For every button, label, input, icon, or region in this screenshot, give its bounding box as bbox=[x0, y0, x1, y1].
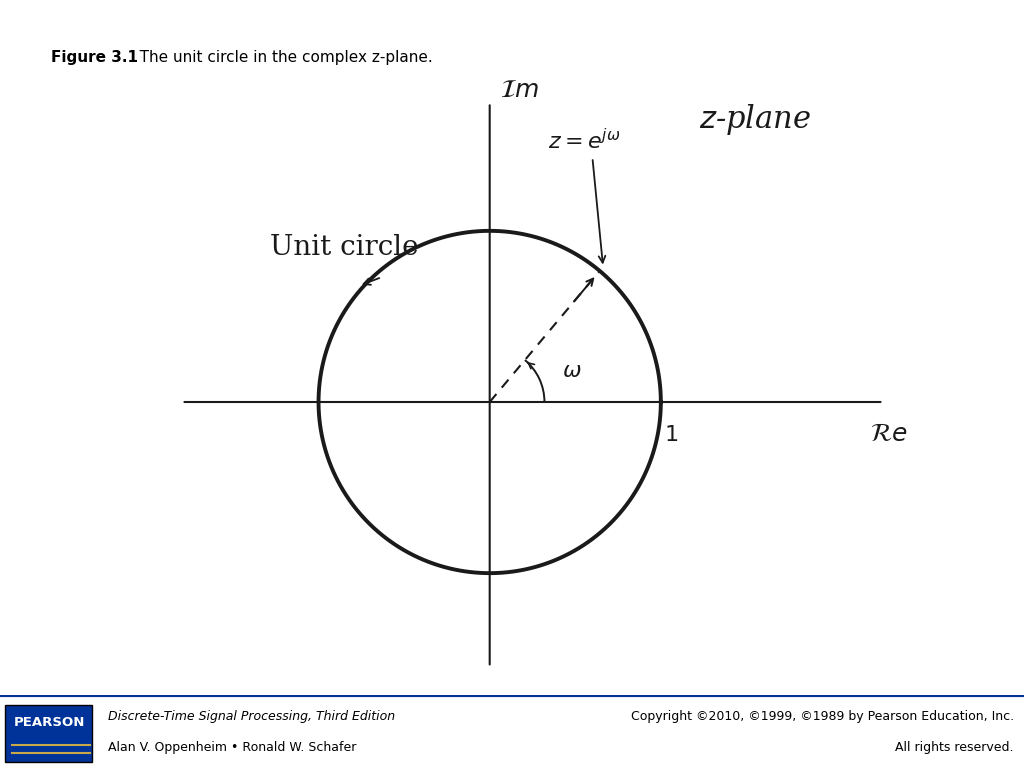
Text: $\omega$: $\omega$ bbox=[561, 360, 582, 382]
Text: Alan V. Oppenheim • Ronald W. Schafer: Alan V. Oppenheim • Ronald W. Schafer bbox=[108, 741, 356, 754]
Text: PEARSON: PEARSON bbox=[13, 717, 85, 730]
Text: Unit circle: Unit circle bbox=[270, 234, 419, 261]
Text: $1$: $1$ bbox=[665, 424, 678, 446]
Text: The unit circle in the complex z-plane.: The unit circle in the complex z-plane. bbox=[125, 50, 433, 65]
Text: Discrete-Time Signal Processing, Third Edition: Discrete-Time Signal Processing, Third E… bbox=[108, 710, 394, 723]
Text: Copyright ©2010, ©1999, ©1989 by Pearson Education, Inc.: Copyright ©2010, ©1999, ©1989 by Pearson… bbox=[631, 710, 1014, 723]
Text: Figure 3.1: Figure 3.1 bbox=[51, 50, 138, 65]
Text: $\mathcal{R}e$: $\mathcal{R}e$ bbox=[869, 422, 907, 445]
Text: $z$-plane: $z$-plane bbox=[698, 102, 811, 137]
Text: All rights reserved.: All rights reserved. bbox=[895, 741, 1014, 754]
Text: $\mathcal{I}m$: $\mathcal{I}m$ bbox=[500, 79, 539, 102]
Text: $z = e^{j\omega}$: $z = e^{j\omega}$ bbox=[548, 128, 620, 154]
FancyBboxPatch shape bbox=[5, 705, 92, 762]
